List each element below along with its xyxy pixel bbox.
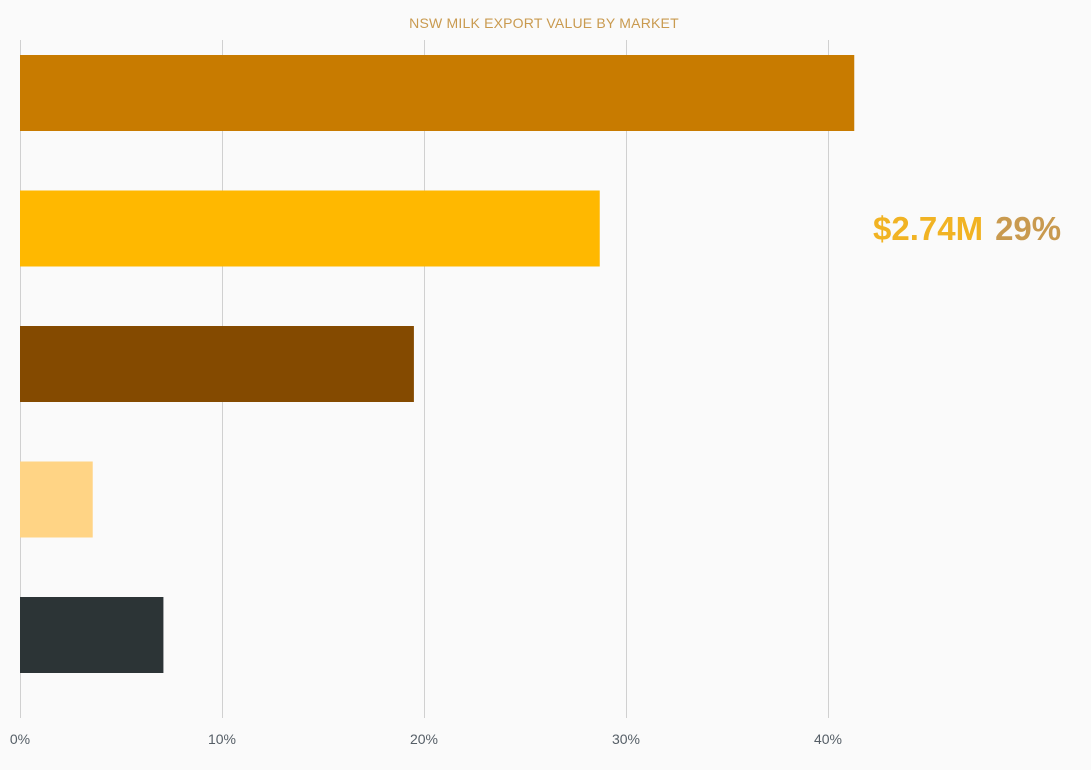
bars xyxy=(20,55,855,673)
callout-value: $2.74M xyxy=(873,210,984,247)
highlight-callout: $2.74M 29% xyxy=(873,210,1061,248)
bar-4[interactable] xyxy=(20,597,164,673)
x-tick-label-0: 0% xyxy=(10,731,30,747)
bar-1[interactable] xyxy=(20,190,600,267)
x-tick-label-2: 20% xyxy=(410,731,438,747)
bar-2[interactable] xyxy=(20,326,414,402)
x-tick-label-3: 30% xyxy=(612,731,640,747)
callout-percent: 29% xyxy=(995,210,1062,247)
x-tick-label-1: 10% xyxy=(208,731,236,747)
x-tick-label-4: 40% xyxy=(814,731,842,747)
bar-0[interactable] xyxy=(20,55,855,131)
x-axis-tick-labels: 0% 10% 20% 30% 40% xyxy=(10,731,842,747)
chart-title: NSW MILK EXPORT VALUE BY MARKET xyxy=(409,15,679,31)
bar-3[interactable] xyxy=(20,461,93,538)
